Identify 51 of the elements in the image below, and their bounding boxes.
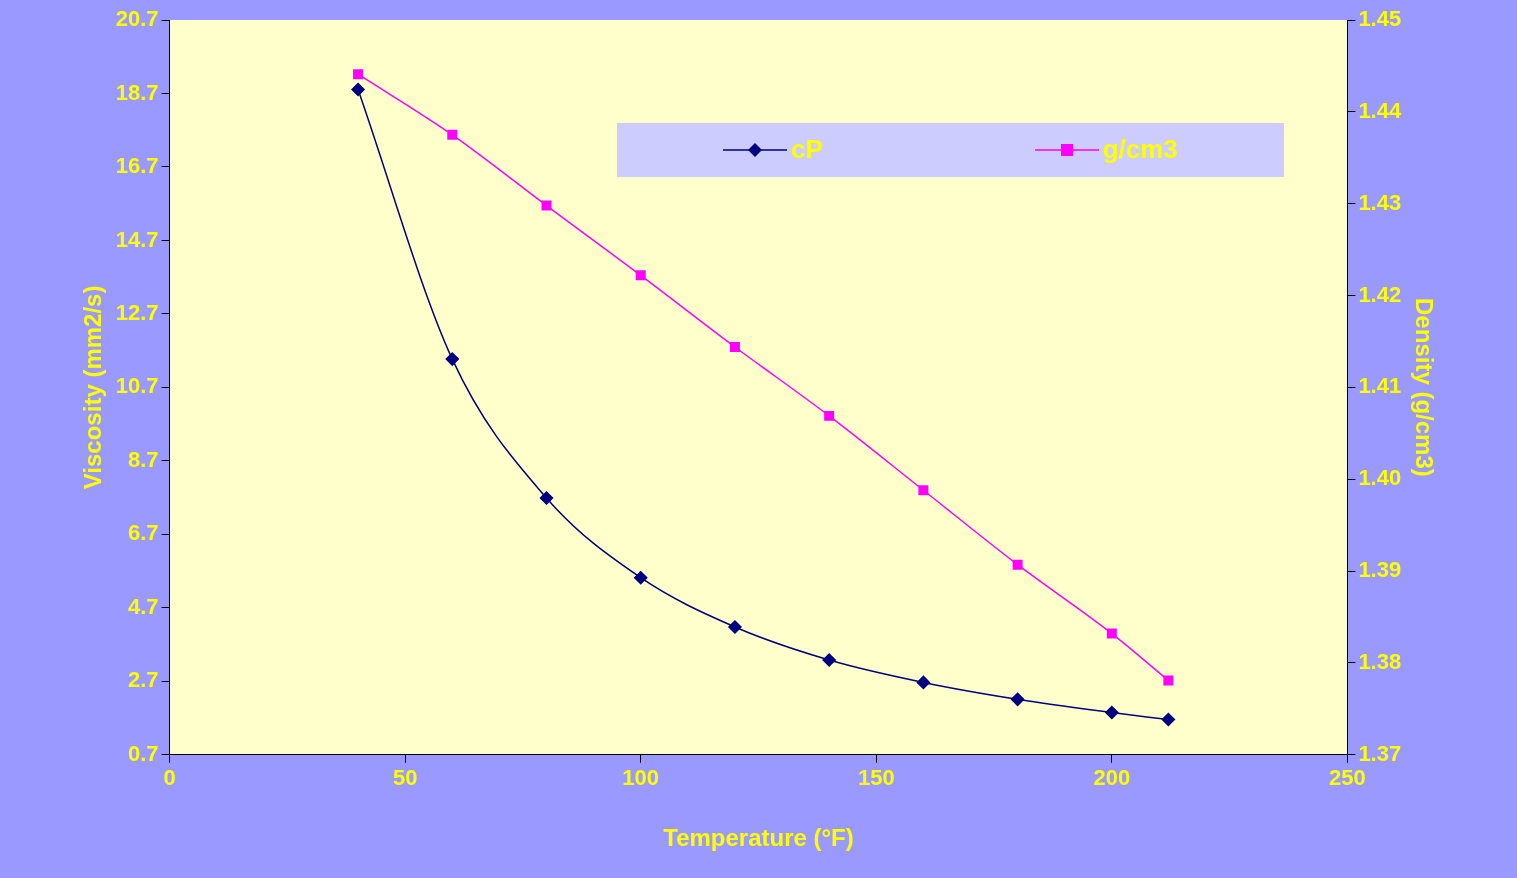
point <box>1106 628 1117 639</box>
x-tick-label: 100 <box>622 765 660 791</box>
y2-axis-title: Density (g/cm3) <box>1410 298 1438 477</box>
point <box>916 675 931 690</box>
y-axis-title: Viscosity (mm2/s) <box>79 285 107 490</box>
y2-tick-label: 1.42 <box>1358 281 1402 307</box>
y-tick-label: 10.7 <box>115 373 159 399</box>
y-tick-label: 6.7 <box>128 520 159 546</box>
point <box>539 491 554 505</box>
point <box>1010 692 1025 707</box>
point <box>1163 675 1174 686</box>
x-tick-label: 150 <box>857 765 895 791</box>
y2-tick-label: 1.43 <box>1358 189 1402 215</box>
point <box>1161 712 1176 727</box>
point <box>918 485 929 496</box>
y2-tick-label: 1.40 <box>1358 465 1402 491</box>
y2-tick-label: 1.45 <box>1358 6 1402 32</box>
point <box>728 620 742 634</box>
legend-label: cP <box>791 134 823 166</box>
y-tick-label: 12.7 <box>115 299 159 325</box>
y2-tick-label: 1.37 <box>1358 740 1402 766</box>
point <box>353 69 364 80</box>
y-tick-label: 14.7 <box>115 226 159 252</box>
x-axis-title: Temperature (°F) <box>663 824 854 852</box>
y-tick-label: 0.7 <box>128 740 159 766</box>
y-tick-label: 16.7 <box>115 153 159 179</box>
point <box>541 200 552 211</box>
y-tick-label: 4.7 <box>128 593 159 619</box>
x-tick-label: 250 <box>1329 765 1366 791</box>
y2-tick-label: 1.39 <box>1358 557 1402 583</box>
y-tick-label: 20.7 <box>115 6 159 32</box>
y2-tick-label: 1.44 <box>1358 97 1402 123</box>
y2-tick-label: 1.38 <box>1358 649 1402 675</box>
y-tick-label: 18.7 <box>115 79 159 105</box>
point <box>351 82 365 97</box>
legend-label: g/cm3 <box>1102 134 1178 166</box>
point <box>445 352 460 366</box>
point <box>729 341 740 352</box>
y-tick-label: 8.7 <box>128 446 159 472</box>
point <box>447 129 458 140</box>
y-tick-label: 2.7 <box>128 667 159 693</box>
x-tick-label: 200 <box>1093 765 1131 791</box>
x-tick-label: 50 <box>392 765 418 791</box>
point <box>824 410 835 421</box>
point <box>1105 705 1119 720</box>
point <box>822 653 836 667</box>
point <box>635 270 646 281</box>
y2-tick-label: 1.41 <box>1358 373 1402 399</box>
point <box>633 570 648 585</box>
x-tick-label: 0 <box>163 765 176 791</box>
point <box>1012 559 1023 570</box>
